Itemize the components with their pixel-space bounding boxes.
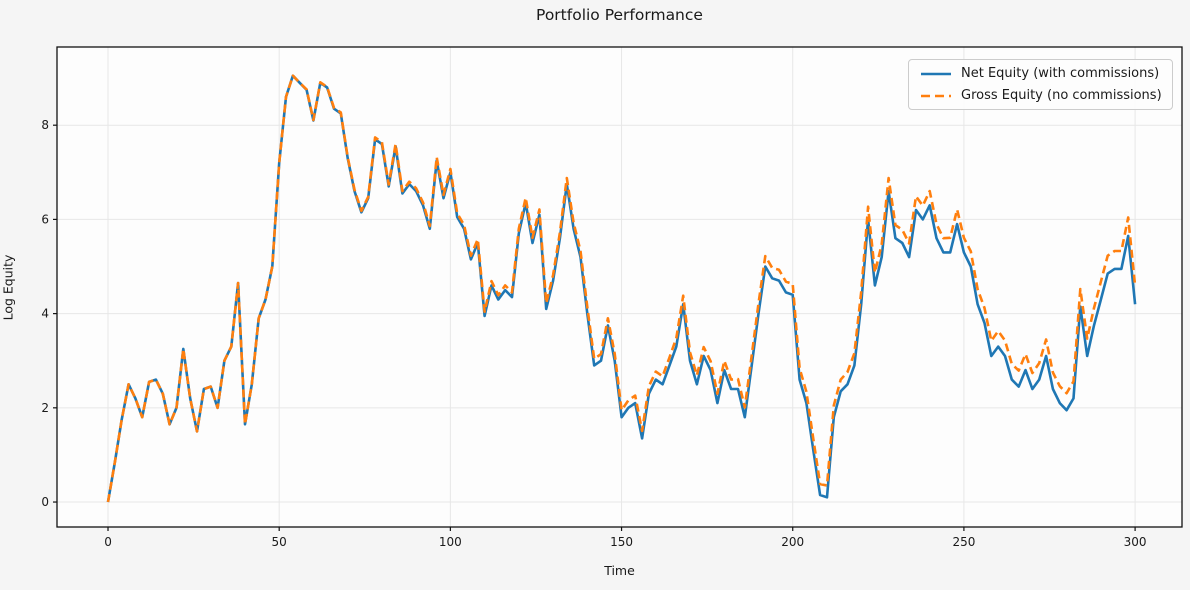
legend-item-gross: Gross Equity (no commissions)	[920, 89, 1162, 102]
x-tick-label: 100	[439, 535, 462, 549]
chart-title: Portfolio Performance	[536, 6, 703, 24]
y-tick-label: 2	[41, 401, 49, 415]
y-tick-label: 8	[41, 118, 49, 132]
x-tick-label: 0	[104, 535, 112, 549]
x-tick-label: 200	[781, 535, 804, 549]
y-tick-label: 4	[41, 307, 49, 321]
x-tick-label: 150	[610, 535, 633, 549]
gross-equity-line	[106, 74, 1137, 503]
legend-label-gross: Gross Equity (no commissions)	[961, 88, 1162, 103]
y-tick-label: 6	[41, 212, 49, 226]
legend-item-net: Net Equity (with commissions)	[920, 67, 1162, 80]
axes-background	[57, 47, 1182, 527]
gross-line-swatch-icon	[921, 94, 951, 97]
legend-label-net: Net Equity (with commissions)	[961, 66, 1160, 81]
y-axis-label: Log Equity	[0, 254, 16, 321]
net-line-swatch-icon	[921, 72, 951, 75]
x-tick-label: 250	[952, 535, 975, 549]
axes-spines	[56, 46, 1183, 528]
x-tick-label: 50	[272, 535, 287, 549]
legend: Net Equity (with commissions) Gross Equi…	[908, 59, 1173, 110]
net-equity-line	[106, 74, 1137, 503]
y-tick-label: 0	[41, 495, 49, 509]
x-tick-label: 300	[1124, 535, 1147, 549]
x-axis-label: Time	[604, 563, 635, 578]
